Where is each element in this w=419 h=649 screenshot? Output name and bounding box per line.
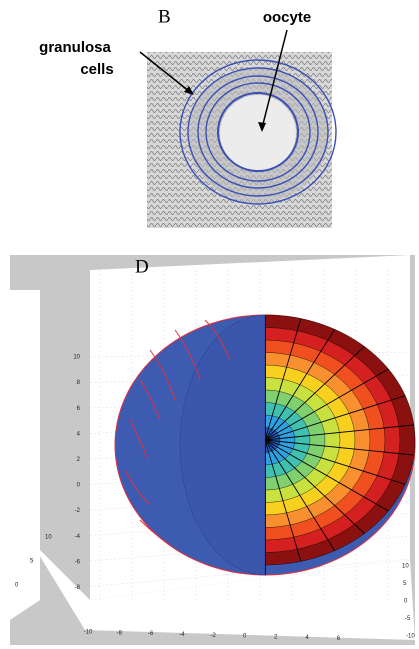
z-tick-label: 10 [73,355,80,361]
plot-3d [10,255,415,645]
y-tick-label: 10 [402,564,409,570]
z-tick-label: -4 [75,534,81,540]
x-tick-label: -2 [211,633,217,639]
y-tick-label: -10 [406,634,415,640]
panel-label: D [135,256,149,277]
x-tick-label: -10 [84,630,93,636]
micrograph [140,30,336,228]
annotation: granulosa [39,39,111,56]
x-tick-label: -8 [117,630,123,636]
figure: B oocyte granulosa cells D 1086420-2-4-6… [0,0,419,649]
page: {"panel_b": {"label": "B", "annotations"… [0,0,419,649]
y-tick-label: -5 [405,616,411,622]
annotation: cells [80,61,113,78]
x-tick-label: -4 [179,632,185,638]
z-tick-label: -8 [75,585,81,591]
annotation: oocyte [263,9,311,26]
panel-label: B [158,6,171,27]
y-tick-label: 10 [45,535,52,541]
z-tick-label: -2 [75,508,81,514]
x-tick-label: -6 [148,631,154,637]
z-tick-label: -6 [75,559,81,565]
